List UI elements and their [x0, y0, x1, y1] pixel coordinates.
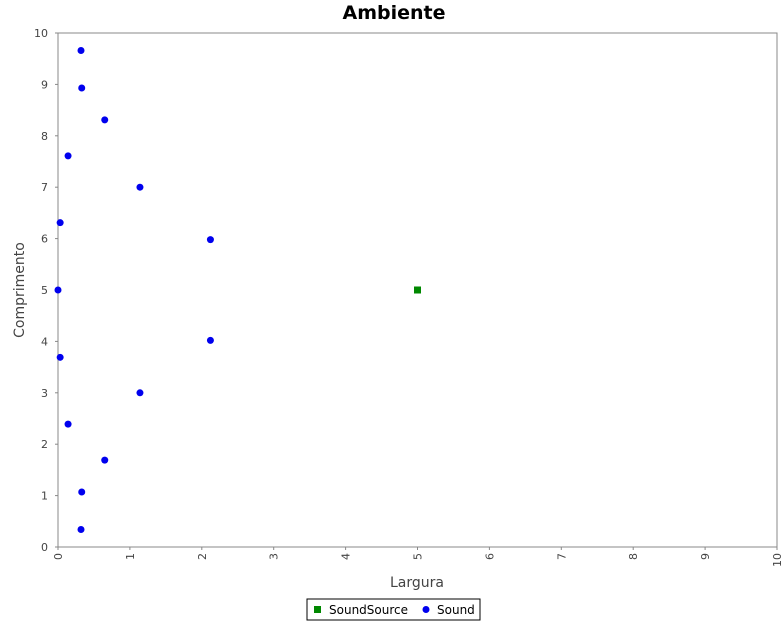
- data-point-sound: [56, 219, 64, 227]
- data-point-sound: [64, 420, 72, 428]
- y-tick-label: 7: [41, 181, 48, 194]
- y-tick-label: 9: [41, 78, 48, 91]
- x-tick-label: 9: [699, 553, 712, 560]
- data-point-sound: [101, 456, 109, 464]
- legend: SoundSource Sound: [306, 598, 481, 621]
- data-point-sound: [78, 84, 86, 92]
- data-point-sound: [64, 152, 72, 160]
- x-tick-label: 4: [340, 553, 353, 560]
- x-tick-label: 6: [483, 553, 496, 560]
- legend-marker-soundsource: [314, 606, 321, 613]
- data-point-sound: [136, 389, 144, 397]
- data-point-sound: [56, 353, 64, 361]
- x-tick-label: 7: [555, 553, 568, 560]
- x-tick-label: 0: [52, 553, 65, 560]
- data-point-sound: [136, 183, 144, 191]
- x-tick-label: 3: [268, 553, 281, 560]
- x-tick-label: 10: [771, 553, 782, 567]
- y-tick-label: 5: [41, 284, 48, 297]
- x-tick-label: 1: [124, 553, 137, 560]
- data-point-sound: [77, 46, 85, 54]
- y-tick-label: 1: [41, 490, 48, 503]
- x-tick-label: 2: [196, 553, 209, 560]
- y-tick-label: 4: [41, 335, 48, 348]
- data-points: [54, 46, 421, 534]
- x-axis-title: Largura: [390, 575, 444, 591]
- data-point-sound: [101, 116, 109, 124]
- data-point-sound: [206, 336, 214, 344]
- data-point-soundsource: [414, 286, 421, 294]
- y-tick-label: 6: [41, 233, 48, 246]
- data-point-sound: [206, 236, 214, 244]
- data-point-sound: [77, 526, 85, 534]
- y-tick-label: 2: [41, 438, 48, 451]
- y-axis-title: Comprimento: [12, 242, 28, 338]
- y-tick-label: 3: [41, 387, 48, 400]
- legend-box: [306, 598, 481, 621]
- data-point-sound: [54, 286, 62, 294]
- x-tick-label: 5: [412, 553, 425, 560]
- y-tick-label: 8: [41, 130, 48, 143]
- legend-marker-sound: [422, 606, 430, 613]
- legend-label-sound: Sound: [437, 603, 475, 617]
- x-tick-label: 8: [627, 553, 640, 560]
- y-tick-label: 10: [34, 27, 48, 40]
- data-point-sound: [78, 488, 86, 496]
- y-tick-label: 0: [41, 541, 48, 554]
- y-axis: 0 1 2 3 4 5 6 7 8 9 10: [34, 27, 58, 554]
- chart-title: Ambiente: [343, 2, 446, 24]
- x-axis: 0 1 2 3 4 5 6 7 8 9 10: [52, 547, 782, 567]
- legend-label-soundsource: SoundSource: [329, 603, 408, 617]
